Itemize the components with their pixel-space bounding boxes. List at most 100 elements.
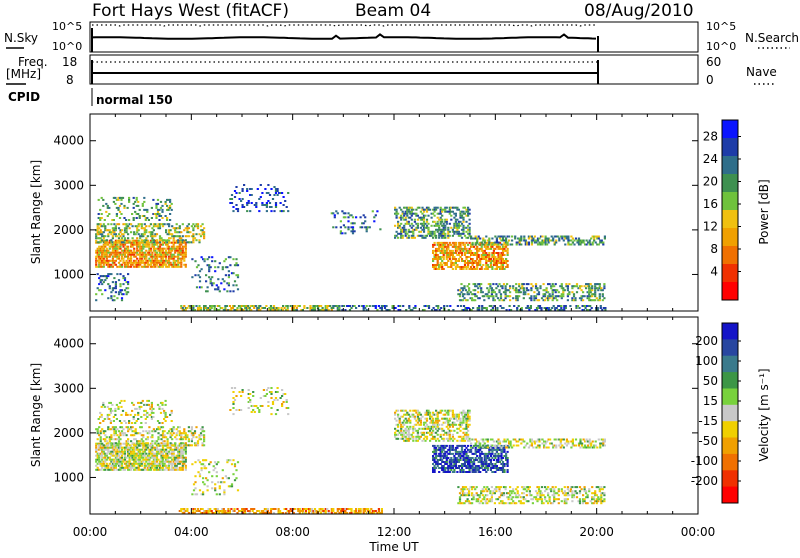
power-cell [465,258,467,260]
power-cell [170,252,172,254]
power-cell [128,199,130,201]
velocity-cell [325,510,327,512]
power-cell [493,254,495,256]
power-cell [531,244,533,246]
power-cell [507,250,509,252]
velocity-cell [263,389,265,391]
power-cell [229,264,231,266]
power-cell [585,287,587,289]
power-cell [531,236,533,238]
velocity-cell [165,436,167,438]
power-cell [112,266,114,268]
power-cell [253,307,255,309]
power-cell [435,237,437,239]
velocity-cell [194,432,196,434]
power-cell [211,276,213,278]
power-cell [455,213,457,215]
power-cell [275,204,277,206]
velocity-cell [199,475,201,477]
power-cell [101,197,103,199]
velocity-cell [405,428,407,430]
power-cell [471,297,473,299]
power-cell [277,194,279,196]
power-cell [545,242,547,244]
power-cell [598,238,600,240]
power-cell [202,223,204,225]
power-cell [408,221,410,223]
power-cell [452,268,454,270]
velocity-cell [274,508,276,510]
power-cell [496,240,498,242]
velocity-cell [148,430,150,432]
power-cell [396,211,398,213]
velocity-cell [137,414,139,416]
power-cell [200,225,202,227]
power-cell [314,307,316,309]
power-cell [506,283,508,285]
power-cell [118,233,120,235]
power-cell [458,231,460,233]
power-cell [110,295,112,297]
velocity-cell [234,465,236,467]
power-cell [491,268,493,270]
power-cell [573,293,575,295]
power-cell [185,244,187,246]
velocity-cell [426,420,428,422]
power-cell [508,236,510,238]
velocity-cell [112,453,114,455]
velocity-cell [156,457,158,459]
power-cell [152,199,154,201]
power-cell [130,223,132,225]
velocity-cell [95,461,97,463]
power-cell [222,268,224,270]
power-cell [147,241,149,243]
power-cell [423,219,425,221]
velocity-cell [186,436,188,438]
velocity-cell [165,420,167,422]
power-cell [584,285,586,287]
velocity-cell [249,399,251,401]
velocity-cell [360,510,362,512]
velocity-cell [154,463,156,465]
velocity-cell [235,395,237,397]
power-cell [171,250,173,252]
power-cell [139,264,141,266]
velocity-cell [275,397,277,399]
power-cell [148,244,150,246]
velocity-cell [237,461,239,463]
power-cell [110,239,112,241]
noise-sky-line [92,34,596,38]
velocity-cell [402,426,404,428]
power-cell [560,305,562,307]
power-cell [490,264,492,266]
power-cell [151,227,153,229]
velocity-cell [125,422,127,424]
power-cell [173,246,175,248]
power-cell [240,200,242,202]
power-cell [219,290,221,292]
power-cell [394,225,396,227]
power-cell [552,293,554,295]
power-cell [392,307,394,309]
power-cell [567,287,569,289]
velocity-cell [145,418,147,420]
velocity-cell [174,463,176,465]
power-cell [435,252,437,254]
velocity-cell [214,487,216,489]
power-cell [132,237,134,239]
velocity-cell [402,438,404,440]
power-cell [363,214,365,216]
power-cell [179,235,181,237]
power-cell [449,258,451,260]
power-cell [237,210,239,212]
velocity-cell [234,479,236,481]
power-cell [392,305,394,307]
velocity-cell [183,463,185,465]
power-cell [101,217,103,219]
power-cell [570,244,572,246]
velocity-cell [95,447,97,449]
power-cell [133,217,135,219]
velocity-cell [232,473,234,475]
power-cell [455,252,457,254]
power-cell [551,236,553,238]
